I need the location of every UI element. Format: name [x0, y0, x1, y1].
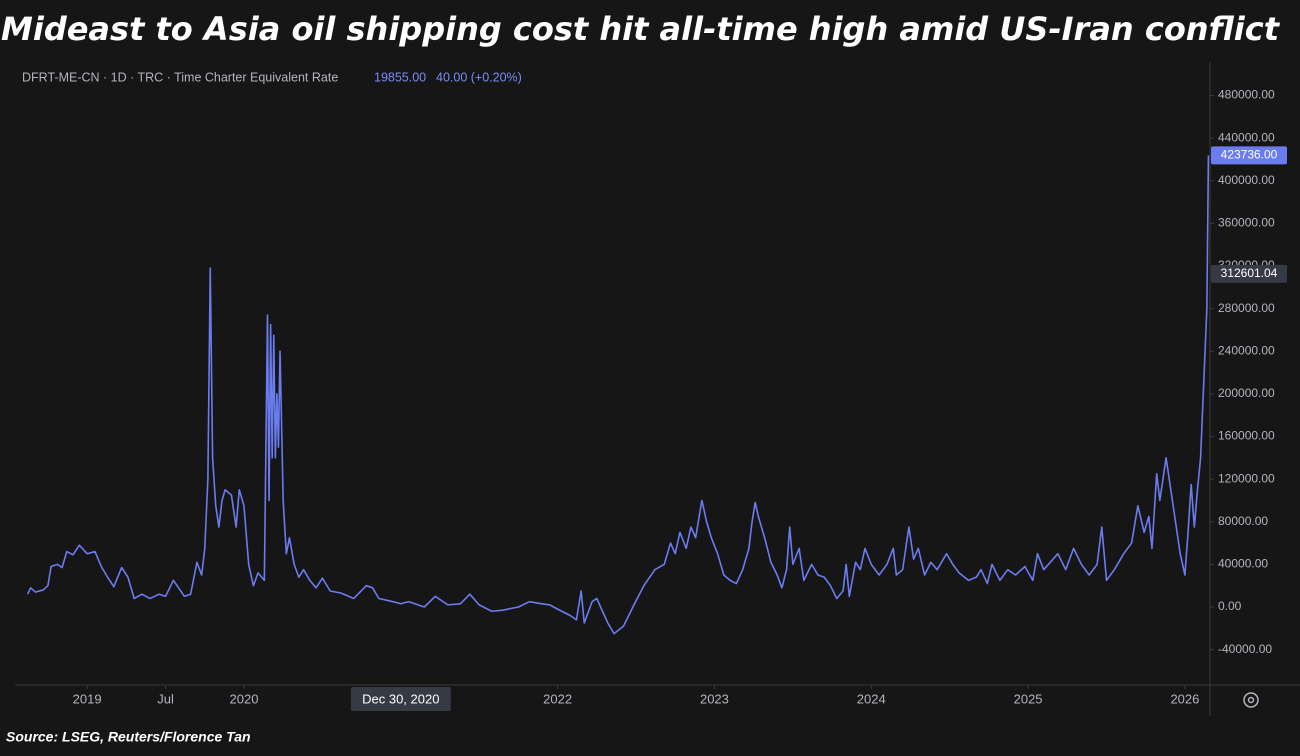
y-tick-label: 400000.00: [1218, 173, 1275, 187]
data-line: [26, 155, 1210, 635]
last-price-box: [1211, 146, 1287, 165]
settings-gear[interactable]: [1243, 692, 1259, 708]
x-tick-label: 2022: [543, 691, 572, 706]
chart-title: Mideast to Asia oil shipping cost hit al…: [1, 10, 1281, 48]
x-tick-label: 2024: [857, 691, 886, 706]
symbol-info: DFRT-ME-CN · 1D · TRC · Time Charter Equ…: [22, 70, 338, 84]
settings-gear-center[interactable]: [1247, 696, 1255, 704]
y-tick-label: 360000.00: [1218, 216, 1275, 230]
y-tick-label: 160000.00: [1218, 429, 1275, 443]
last-value: 19855.00: [374, 70, 426, 84]
crosshair-date-label: Dec 30, 2020: [362, 691, 439, 706]
x-tick-label: 2025: [1014, 691, 1043, 706]
source: Source: LSEG, Reuters/Florence Tan: [6, 729, 251, 745]
x-tick-label: Jul: [157, 691, 174, 706]
x-tick-label: 2026: [1170, 691, 1199, 706]
crosshair-price-label: 312601.04: [1221, 266, 1278, 280]
change: 40.00 (+0.20%): [436, 70, 522, 84]
x-tick-label: 2020: [230, 691, 259, 706]
x-tick-label: 2023: [700, 691, 729, 706]
y-tick-label: 440000.00: [1218, 130, 1275, 144]
x-tick-label: 2019: [73, 691, 102, 706]
y-tick-label: 120000.00: [1218, 471, 1275, 485]
y-tick-label: 80000.00: [1218, 514, 1268, 528]
crosshair-date-box: [350, 687, 451, 711]
y-tick-label: 0.00: [1218, 599, 1242, 613]
crosshair-price-box: [1211, 264, 1287, 283]
settings-icon[interactable]: [1243, 692, 1259, 708]
y-tick-label: 200000.00: [1218, 386, 1275, 400]
y-tick-label: 40000.00: [1218, 557, 1268, 571]
y-tick-label: -40000.00: [1218, 642, 1272, 656]
y-tick-label: 480000.00: [1218, 88, 1275, 102]
y-tick-label: 280000.00: [1218, 301, 1275, 315]
y-tick-label: 240000.00: [1218, 343, 1275, 357]
last-price-label: 423736.00: [1221, 148, 1278, 162]
